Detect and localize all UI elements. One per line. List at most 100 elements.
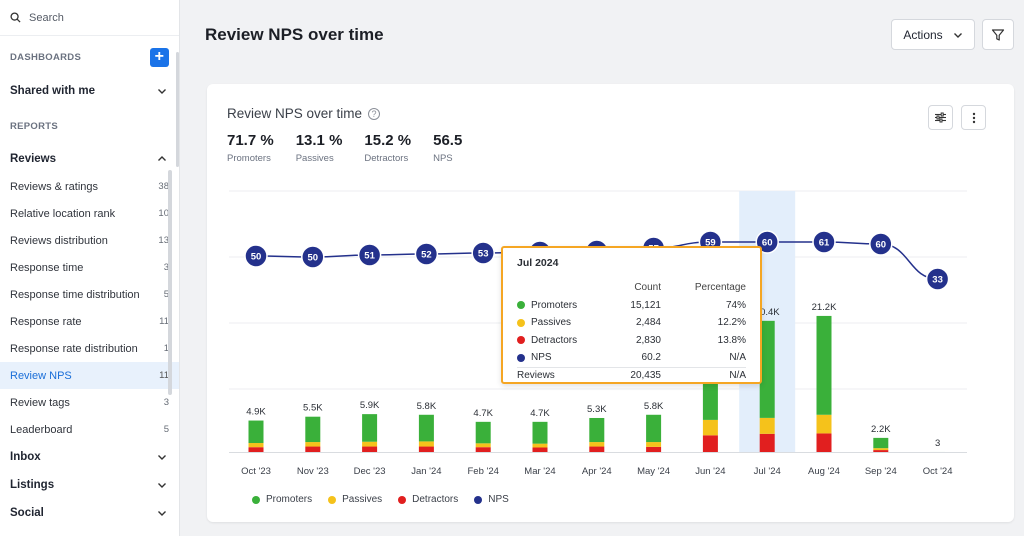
bar-passives: [532, 443, 548, 448]
sidebar-item-leaderboard[interactable]: Leaderboard 5: [0, 416, 179, 443]
bar-detractors: [816, 433, 832, 452]
nps-point: [812, 230, 836, 254]
sidebar-item-review-nps[interactable]: Review NPS 11: [0, 362, 179, 389]
search-icon: [10, 12, 21, 23]
stat-detractors: 15.2 % Detractors: [364, 132, 411, 164]
inbox-group[interactable]: Inbox: [0, 443, 179, 471]
card-title-text: Review NPS over time: [227, 106, 363, 121]
sidebar-item-response-time-distribution[interactable]: Response time distribution 5: [0, 281, 179, 308]
search-placeholder: Search: [29, 11, 64, 24]
chevron-down-icon: [158, 511, 166, 516]
social-group[interactable]: Social: [0, 499, 179, 527]
sidebar-item-relative-location-rank[interactable]: Relative location rank 10: [0, 200, 179, 227]
bar-promoters: [759, 320, 775, 418]
bar-promoters: [646, 414, 662, 443]
row-name: Reviews: [517, 370, 555, 382]
bar-passives: [248, 443, 264, 448]
legend-label: Promoters: [266, 494, 313, 505]
bar-passives: [873, 448, 889, 451]
listings-group[interactable]: Listings: [0, 471, 179, 499]
sidebar-item-reviews-distribution[interactable]: Reviews distribution 13: [0, 227, 179, 254]
stat-value: 71.7 %: [227, 132, 274, 149]
shared-with-me-group[interactable]: Shared with me: [0, 77, 179, 105]
chevron-down-icon: [158, 455, 166, 460]
row-count: 60.2: [641, 352, 661, 364]
sidebar-item-response-time[interactable]: Response time 3: [0, 254, 179, 281]
nps-point-label: 51: [364, 251, 375, 262]
stat-value: 15.2 %: [364, 132, 412, 149]
tooltip-pct-header: Percentage: [694, 282, 746, 294]
bar-detractors: [475, 447, 491, 452]
item-count: 3: [163, 262, 169, 273]
chevron-up-icon: [158, 156, 166, 161]
item-label: Response time distribution: [10, 288, 140, 301]
bar-total-label: 5.8K: [644, 401, 664, 412]
legend-item-nps[interactable]: NPS: [474, 494, 509, 505]
more-options-button[interactable]: [961, 105, 986, 130]
item-count: 3: [163, 397, 169, 408]
item-count: 5: [163, 424, 169, 435]
bar-total-label: 5.3K: [587, 404, 607, 415]
item-label: Reviews & ratings: [10, 180, 99, 193]
sidebar-item-reviews-ratings[interactable]: Reviews & ratings 38: [0, 173, 179, 200]
row-name: Promoters: [531, 299, 578, 311]
x-tick-label: Jun '24: [695, 466, 725, 477]
x-tick-label: Aug '24: [808, 466, 840, 477]
row-count: 15,121: [630, 299, 661, 311]
stat-nps: 56.5 NPS: [433, 132, 462, 164]
chart-tooltip: Jul 2024 Count Percentage Promoters 15,1…: [501, 246, 762, 384]
bar-detractors: [873, 450, 889, 452]
sidebar-scrollbar[interactable]: [176, 52, 179, 167]
stat-value: 56.5: [433, 132, 463, 149]
bar-promoters: [305, 416, 321, 443]
legend-item-passives[interactable]: Passives: [328, 494, 382, 505]
tooltip-row-nps: NPS 60.2 N/A: [517, 349, 746, 367]
dashboards-header: DASHBOARDS: [10, 51, 82, 63]
nps-point-label: 33: [932, 275, 943, 286]
chart-legend: Promoters Passives Detractors NPS: [252, 494, 509, 505]
reviews-label: Reviews: [10, 153, 57, 165]
bar-passives: [646, 442, 662, 447]
legend-label: Detractors: [412, 494, 459, 505]
filter-icon: [991, 28, 1005, 41]
nps-dot: [517, 353, 525, 362]
nps-point-label: 50: [308, 253, 319, 264]
bar-passives: [759, 417, 775, 434]
sidebar-item-response-rate[interactable]: Response rate 11: [0, 308, 179, 335]
reviews-group[interactable]: Reviews: [0, 145, 179, 173]
dashboards-section: DASHBOARDS +: [0, 46, 179, 68]
actions-button[interactable]: Actions: [891, 19, 975, 50]
x-tick-label: Sep '24: [865, 466, 897, 477]
legend-dot: [398, 495, 407, 504]
item-count: 38: [158, 181, 169, 192]
nps-point: [471, 241, 495, 265]
nps-point: [244, 244, 268, 268]
x-tick-label: Feb '24: [468, 466, 499, 477]
bar-promoters: [589, 417, 605, 443]
sidebar-item-response-rate-distribution[interactable]: Response rate distribution 1: [0, 335, 179, 362]
search-input[interactable]: Search: [0, 0, 179, 36]
reports-scrollbar[interactable]: [168, 170, 172, 395]
x-tick-label: Oct '24: [923, 466, 953, 477]
add-dashboard-button[interactable]: +: [150, 47, 169, 67]
legend-item-promoters[interactable]: Promoters: [252, 494, 312, 505]
help-icon[interactable]: ?: [368, 107, 381, 120]
row-count: 2,484: [635, 317, 661, 329]
legend-dot: [328, 495, 337, 504]
item-label: Leaderboard: [10, 423, 73, 436]
tooltip-header: Count Percentage: [517, 279, 746, 297]
sidebar-item-review-tags[interactable]: Review tags 3: [0, 389, 179, 416]
bar-detractors: [702, 435, 718, 452]
item-label: Relative location rank: [10, 207, 116, 220]
bar-promoters: [475, 421, 491, 444]
legend-item-detractors[interactable]: Detractors: [398, 494, 458, 505]
bar-total-label: 4.7K: [473, 408, 493, 419]
listings-label: Listings: [10, 479, 55, 491]
legend-label: Passives: [342, 494, 383, 505]
nps-point: [301, 245, 325, 269]
filter-button[interactable]: [982, 19, 1014, 50]
bar-detractors: [532, 447, 548, 452]
chart-settings-button[interactable]: [928, 105, 953, 130]
bar-detractors: [589, 446, 605, 452]
item-label: Reviews distribution: [10, 234, 108, 247]
